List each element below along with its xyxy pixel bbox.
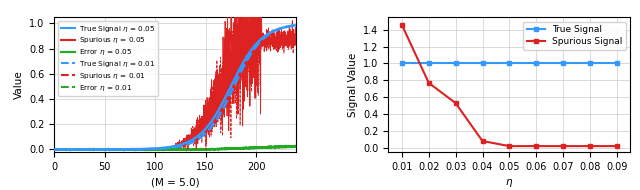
Line: Spurious Signal: Spurious Signal [399,22,620,149]
True Signal [398,62,406,65]
True Signal [506,62,513,65]
Spurious Signal [398,24,406,26]
True Signal [532,62,540,65]
Spurious Signal [586,145,594,147]
Legend: True Signal $\eta$ = 0.05, Spurious $\eta$ = 0.05, Error $\eta$ = 0.05, True Sig: True Signal $\eta$ = 0.05, Spurious $\et… [58,21,158,96]
True Signal [479,62,486,65]
Y-axis label: Value: Value [13,70,24,99]
True Signal [586,62,594,65]
X-axis label: $\eta$: $\eta$ [505,177,513,189]
True Signal [425,62,433,65]
Y-axis label: Signal Value: Signal Value [348,52,358,117]
True Signal [613,62,621,65]
X-axis label: (M = 5.0): (M = 5.0) [151,177,200,187]
Legend: True Signal, Spurious Signal: True Signal, Spurious Signal [523,22,626,50]
Spurious Signal [425,82,433,84]
Spurious Signal [613,145,621,147]
Line: True Signal: True Signal [399,61,620,66]
True Signal [559,62,567,65]
Spurious Signal [506,145,513,147]
True Signal [452,62,460,65]
Spurious Signal [452,102,460,104]
Spurious Signal [479,140,486,142]
Spurious Signal [559,145,567,147]
Spurious Signal [532,145,540,147]
